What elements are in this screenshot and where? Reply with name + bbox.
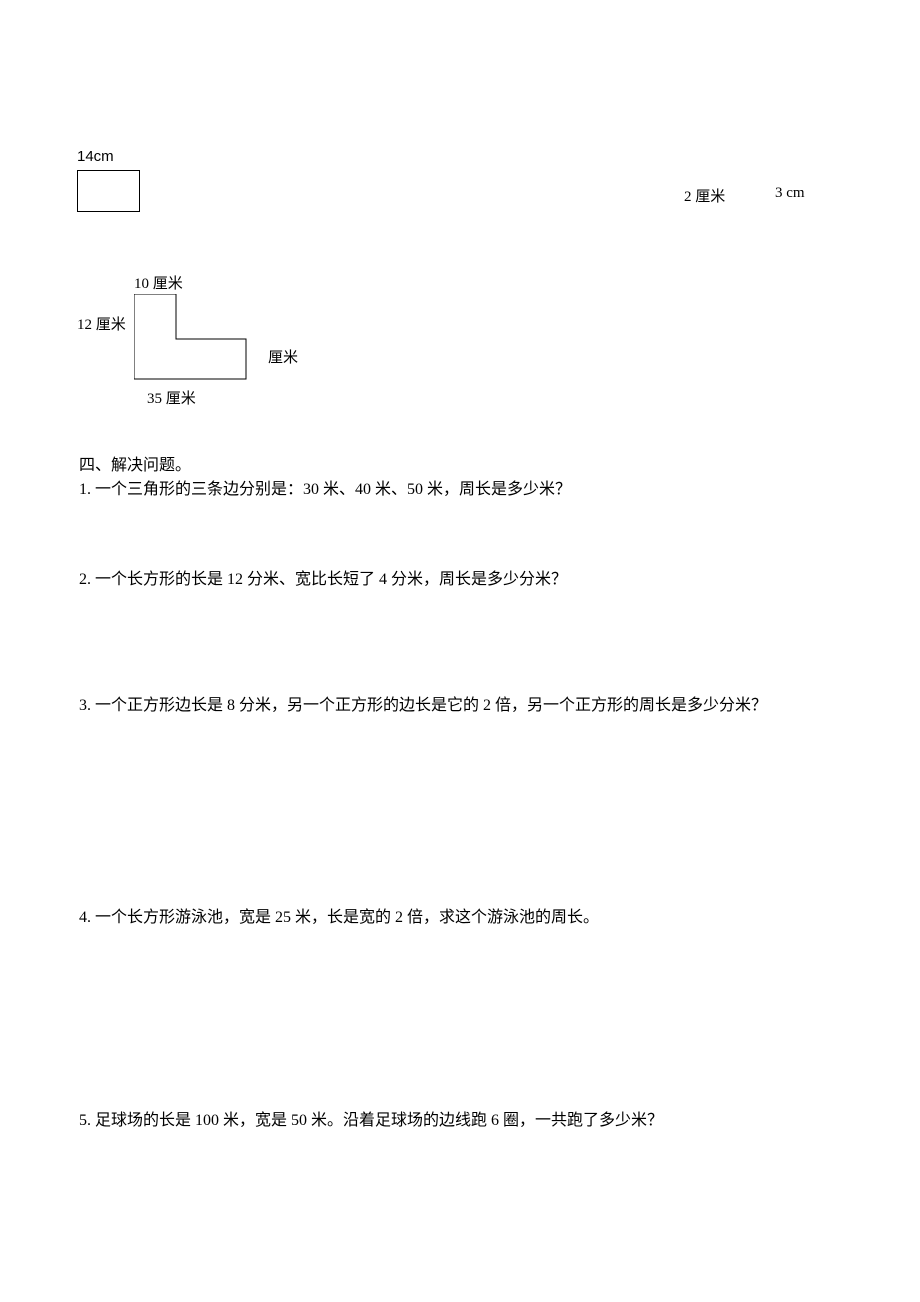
question-2: 2. 一个长方形的长是 12 分米、宽比长短了 4 分米，周长是多少分米？ [79,565,567,589]
question-4: 4. 一个长方形游泳池，宽是 25 米，长是宽的 2 倍，求这个游泳池的周长。 [79,903,599,927]
figure2-lshape [134,294,248,381]
question-5: 5. 足球场的长是 100 米，宽是 50 米。沿着足球场的边线跑 6 圈，一共… [79,1106,663,1130]
figure2-label-right: 厘米 [268,346,298,367]
question-1: 1. 一个三角形的三条边分别是：30 米、40 米、50 米，周长是多少米？ [79,475,571,499]
figure1-label-3cm: 3 cm [775,185,805,202]
figure2-label-top: 10 厘米 [134,272,183,293]
figure1-label-top: 14cm [77,148,114,165]
figure2-label-left: 12 厘米 [77,313,126,334]
figure1-label-2cm: 2 厘米 [684,185,725,206]
figure2-label-bottom: 35 厘米 [147,387,196,408]
figure1-rectangle [77,170,140,212]
section-title: 四、解决问题。 [79,451,191,475]
question-3: 3. 一个正方形边长是 8 分米，另一个正方形的边长是它的 2 倍，另一个正方形… [79,693,849,719]
